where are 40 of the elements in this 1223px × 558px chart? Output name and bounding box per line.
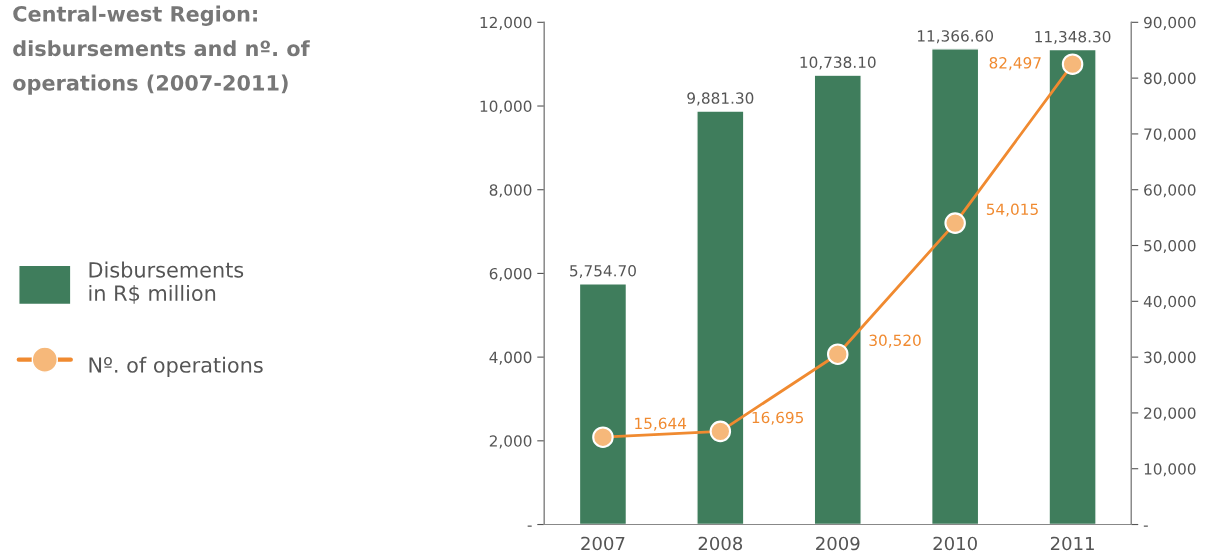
y2-tick-label: 50,000	[1144, 239, 1196, 254]
data-label: 82,497	[989, 57, 1041, 71]
y2-tick-label: 70,000	[1144, 128, 1196, 142]
bar	[578, 282, 628, 525]
y2-tick-label: -	[1143, 525, 1148, 527]
legend-label: Nº. of operations	[89, 356, 263, 377]
data-label: 5,754.70	[570, 265, 636, 279]
y-tick-label: 6,000	[489, 267, 532, 281]
data-label: 30,520	[869, 334, 921, 348]
y2-tick-label: 30,000	[1144, 351, 1196, 365]
data-label: 16,695	[752, 411, 804, 425]
y-tick-label: 2,000	[489, 435, 532, 449]
text: Central-west Region: disbursements and nº. of operations (2007-2011)	[13, 5, 310, 95]
y-tick-label: 4,000	[489, 351, 532, 365]
x-tick-label: 2007	[581, 536, 625, 551]
y-tick-label: -	[527, 525, 532, 527]
y-tick-label: 10,000	[480, 100, 532, 114]
y2-tick-label: 40,000	[1143, 295, 1196, 309]
bar	[1048, 48, 1097, 525]
x-tick-label: 2010	[933, 536, 977, 551]
y2-tick-label: 60,000	[1144, 184, 1196, 198]
y2-tick-label: 80,000	[1144, 72, 1196, 86]
data-label: 11,366.60	[917, 30, 994, 44]
legend-label: Disbursements in R$ million	[89, 261, 244, 304]
x-tick-label: 2011	[1050, 536, 1094, 551]
y2-tick-label: 20,000	[1144, 407, 1196, 421]
data-label: 9,881.30	[687, 92, 754, 106]
y2-tick-label: 90,000	[1144, 16, 1196, 30]
x-tick-label: 2009	[816, 536, 860, 551]
data-label: 10,738.10	[800, 56, 876, 70]
bar	[696, 110, 745, 525]
y2-tick-label: 10,000	[1144, 463, 1196, 477]
y-tick-label: 8,000	[489, 184, 532, 198]
bar	[930, 48, 980, 525]
data-label: 11,348.30	[1035, 30, 1111, 45]
y-tick-label: 12,000	[480, 16, 532, 30]
bar	[813, 74, 862, 525]
data-label: 15,644	[635, 417, 687, 431]
x-tick-label: 2008	[698, 536, 743, 551]
data-label: 54,015	[986, 203, 1038, 217]
